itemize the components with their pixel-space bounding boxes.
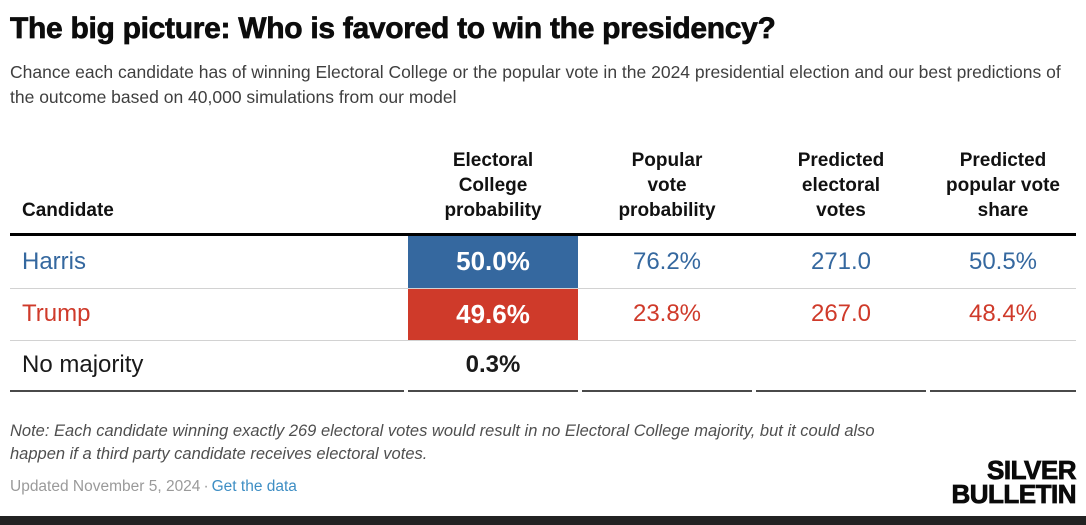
harris-popular-vote-probability: 76.2%: [632, 247, 702, 275]
trump-predicted-electoral-votes: 267.0: [810, 300, 872, 328]
harris-predicted-electoral-votes: 271.0: [810, 247, 872, 275]
column-header-popular-vote-probability: Popular vote probability: [618, 149, 716, 221]
footnote: Note: Each candidate winning exactly 269…: [10, 421, 875, 463]
no-majority-ec-probability: 0.3%: [408, 341, 578, 392]
trump-ec-probability-highlight: 49.6%: [408, 288, 578, 340]
candidate-name-harris: Harris: [22, 247, 86, 275]
get-the-data-link[interactable]: Get the data: [211, 478, 297, 496]
harris-ec-probability-highlight: 50.0%: [408, 235, 578, 288]
silver-bulletin-logo: SILVER BULLETIN: [951, 454, 1077, 510]
results-table: Candidate Electoral College probability …: [10, 148, 1076, 392]
table-row-trump: Trump 49.6% 23.8% 267.0 48.4%: [10, 287, 1076, 340]
column-header-candidate: Candidate: [22, 199, 114, 221]
no-majority-empty-cell-pv: [582, 341, 752, 392]
page-title: The big picture: Who is favored to win t…: [10, 12, 777, 46]
no-majority-empty-cell-share: [930, 341, 1076, 392]
trump-predicted-popular-vote-share: 48.4%: [968, 300, 1038, 328]
logo-line-bulletin: BULLETIN: [951, 479, 1077, 510]
logo-line-silver: SILVER: [987, 454, 1077, 485]
table-row-no-majority: No majority 0.3%: [10, 339, 1076, 392]
column-header-electoral-college-probability: Electoral College probability: [444, 149, 542, 221]
chart-subtitle: Chance each candidate has of winning Ele…: [10, 62, 1061, 107]
separator-dot: ·: [203, 478, 209, 496]
candidate-name-no-majority: No majority: [10, 341, 404, 392]
column-header-predicted-electoral-votes: Predicted electoral votes: [797, 149, 885, 221]
candidate-name-trump: Trump: [22, 300, 91, 328]
harris-predicted-popular-vote-share: 50.5%: [968, 247, 1038, 275]
table-row-harris: Harris 50.0% 76.2% 271.0 50.5%: [10, 235, 1076, 288]
trump-popular-vote-probability: 23.8%: [632, 300, 702, 328]
updated-line: Updated November 5, 2024 · Get the data: [10, 478, 1076, 496]
updated-timestamp: Updated November 5, 2024: [10, 478, 201, 496]
table-header-row: Candidate Electoral College probability …: [10, 148, 1076, 236]
bottom-crop-strip: [0, 516, 1086, 525]
no-majority-empty-cell-ev: [756, 341, 926, 392]
column-header-predicted-popular-vote-share: Predicted popular vote share: [945, 149, 1060, 221]
